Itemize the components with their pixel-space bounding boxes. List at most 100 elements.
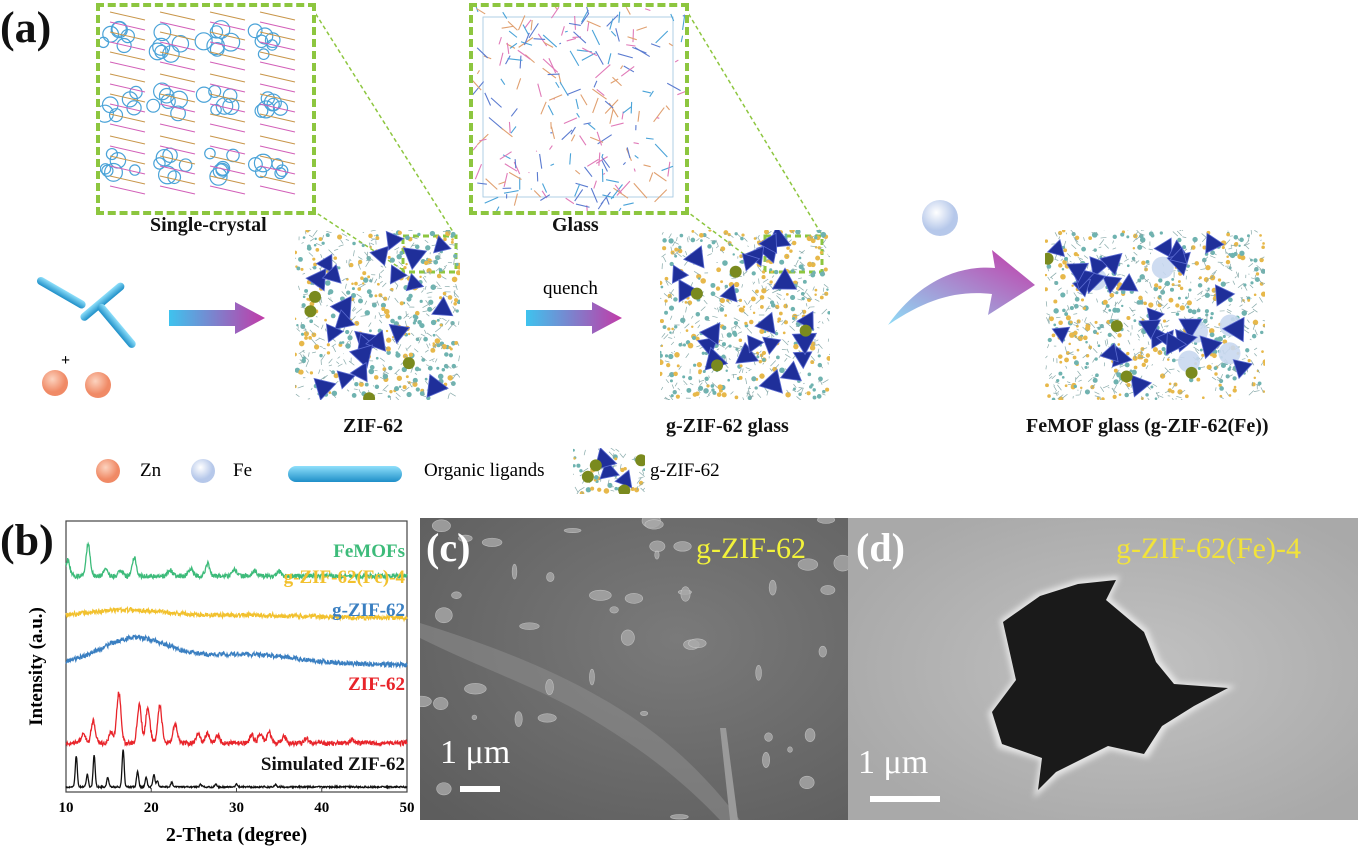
x-tick-label: 20 [144,800,159,816]
fe-doping-arrow-icon [888,200,1035,325]
fe-ion [1151,256,1174,279]
zif62-label: ZIF-62 [343,415,403,437]
x-tick-label: 40 [314,800,329,816]
zn-tetrahedron [349,361,368,383]
xrd-chart: 10 20 30 40 50 2-Theta (degree) Intensity (a.u… [26,520,415,846]
fe-ion [1218,342,1241,365]
x-axis-label: 2-Theta (degree) [166,824,307,846]
particle [992,580,1228,790]
tem-image-panel: (d) g-ZIF-62(Fe)-4 1 μm [848,518,1358,820]
femof-glass-label: FeMOF glass (g-ZIF-62(Fe)) [1026,415,1269,437]
zn-tetrahedron [405,272,425,292]
series-line-g-zif-62 [65,633,408,669]
single-crystal-structure-image [100,11,296,195]
tem-micrograph [848,518,1358,820]
zn-tetrahedron [315,253,333,274]
series-label: Simulated ZIF-62 [261,754,405,775]
zn-tetrahedron [431,296,454,317]
g-zif62-legend-icon [573,448,645,494]
fe-legend-icon [191,459,215,483]
zn-tetrahedron [671,264,690,284]
x-tick-label: 10 [59,800,74,816]
sem-sample-label: g-ZIF-62 [696,532,806,565]
femof-glass-structure [1045,230,1265,400]
fe-ion-icon [922,200,958,236]
cluster-sphere [618,484,631,494]
ligand-rod-icon [36,277,86,309]
zn-tetrahedron [1130,374,1153,398]
zn-tetrahedron [1165,331,1188,356]
zn-tetrahedron [1232,359,1253,380]
tem-scale-bar-label: 1 μm [858,744,929,781]
series-line-g-zif-62-fe-4 [65,605,408,623]
zn-tetrahedron [336,370,356,390]
zn-ion-icon [85,372,111,398]
cluster-sphere [581,470,594,483]
cluster-sphere [799,324,812,337]
single-crystal-label: Single-crystal [150,214,267,236]
cluster-sphere [1120,370,1133,383]
series-label: g-ZIF-62(Fe)-4 [284,567,406,588]
series-line-femofs [65,541,408,581]
x-tick-label: 50 [400,800,415,816]
cluster-sphere [1110,320,1123,333]
zn-tetrahedron [1117,273,1139,292]
series-line-zif-62 [65,691,408,748]
quench-arrow-icon [526,302,622,334]
zn-tetrahedron [1221,316,1245,343]
zn-legend-label: Zn [140,460,162,481]
panel-d-label: (d) [856,525,905,570]
sem-image-panel: (c) g-ZIF-62 1 μm [420,518,848,820]
zn-tetrahedron [696,336,719,358]
x-tick-label: 30 [229,800,244,816]
zn-tetrahedron [433,235,452,254]
ligand-rod-icon [80,282,125,321]
glass-inset [469,3,689,215]
zn-tetrahedron [762,336,782,356]
cluster-sphere [363,392,376,400]
series-label: ZIF-62 [348,674,405,695]
series-label: FeMOFs [333,541,405,562]
zn-tetrahedron [1101,275,1123,295]
zn-tetrahedron [771,267,798,290]
zn-tetrahedron [1089,256,1111,279]
panel-a-label: (a) [0,3,52,52]
cluster-sphere [1185,366,1198,379]
zn-tetrahedron [426,373,449,398]
zn-tetrahedron [388,323,411,345]
zn-tetrahedron [1099,342,1119,363]
sem-micrograph [420,518,848,820]
zn-tetrahedron [758,368,784,394]
zn-tetrahedron [1099,252,1123,276]
zn-tetrahedron [779,360,803,382]
zn-tetrahedron [678,278,700,303]
zn-tetrahedron [365,329,387,352]
zn-tetrahedron [1205,232,1225,254]
ligand-legend-label: Organic ligands [424,460,545,481]
zn-tetrahedron [321,263,342,284]
cluster-sphere [304,305,317,318]
glass-structure-image [473,7,685,211]
sem-scale-bar-label: 1 μm [440,734,511,771]
cluster-sphere [309,290,322,303]
zn-tetrahedron [699,322,721,346]
y-axis-label: Intensity (a.u.) [26,607,47,726]
zn-tetrahedron [1178,318,1203,340]
sem-scale-bar [460,786,500,792]
g-zif62-glass-structure [660,230,830,400]
panel-b-label: (b) [0,516,54,565]
g-zif62-glass-label: g-ZIF-62 glass [666,415,789,437]
zn-tetrahedron [1169,246,1188,265]
zn-tetrahedron [754,311,776,335]
zn-tetrahedron [741,252,761,272]
zn-tetrahedron [599,459,620,480]
cluster-sphere [589,459,602,472]
zn-tetrahedron [1066,262,1090,283]
panel-c-label: (c) [426,525,471,570]
zn-tetrahedron [719,283,738,303]
zn-legend-icon [96,459,120,483]
series-label: g-ZIF-62 [332,600,405,621]
cluster-sphere [402,357,415,370]
zn-tetrahedron [385,230,405,251]
fe-legend-label: Fe [233,460,252,481]
